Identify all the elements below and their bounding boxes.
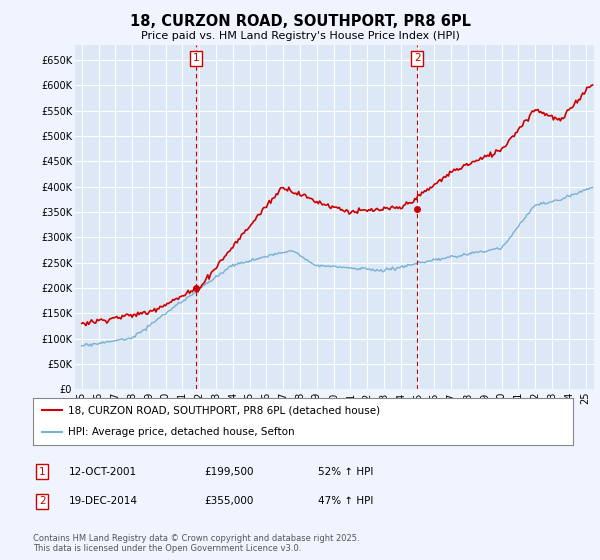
Point [191,284,200,293]
Text: 1: 1 [39,466,46,477]
Text: £199,500: £199,500 [204,466,254,477]
Text: £355,000: £355,000 [204,496,253,506]
Text: 12-OCT-2001: 12-OCT-2001 [69,466,137,477]
Text: 52% ↑ HPI: 52% ↑ HPI [318,466,373,477]
Text: 18, CURZON ROAD, SOUTHPORT, PR8 6PL: 18, CURZON ROAD, SOUTHPORT, PR8 6PL [130,14,470,29]
Text: 18, CURZON ROAD, SOUTHPORT, PR8 6PL (detached house): 18, CURZON ROAD, SOUTHPORT, PR8 6PL (det… [68,405,380,416]
Text: 1: 1 [193,53,199,63]
Text: 19-DEC-2014: 19-DEC-2014 [69,496,138,506]
Point [412,205,422,214]
Text: Contains HM Land Registry data © Crown copyright and database right 2025.
This d: Contains HM Land Registry data © Crown c… [33,534,359,553]
Text: HPI: Average price, detached house, Sefton: HPI: Average price, detached house, Seft… [68,427,295,437]
Text: 2: 2 [39,496,46,506]
Text: 2: 2 [414,53,421,63]
Text: 47% ↑ HPI: 47% ↑ HPI [318,496,373,506]
Text: Price paid vs. HM Land Registry's House Price Index (HPI): Price paid vs. HM Land Registry's House … [140,31,460,41]
